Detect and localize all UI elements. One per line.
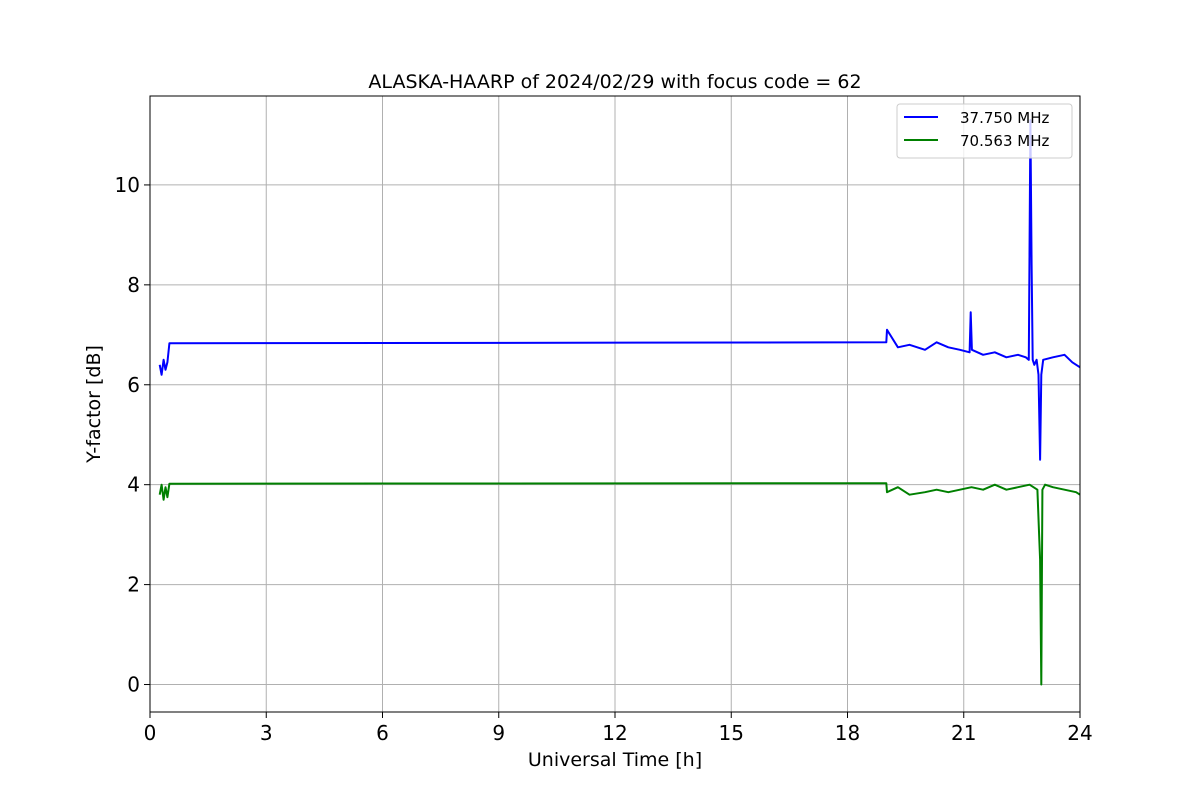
x-tick-label: 12 [602,721,627,745]
series-layer [158,119,1080,686]
legend-label-70-563: 70.563 MHz [960,132,1049,150]
x-tick-label: 0 [144,721,157,745]
y-tick-label: 2 [127,573,140,597]
series-line-37-750-mhz [158,119,1080,461]
x-tick-label: 21 [951,721,976,745]
series-line-70-563-mhz [158,482,1080,686]
legend: 37.750 MHz 70.563 MHz [896,103,1073,159]
x-tick-label: 3 [260,721,273,745]
y-tick-label: 4 [127,473,140,497]
y-tick-label: 10 [115,173,140,197]
plot-frame [149,95,1081,713]
x-tick-label: 18 [835,721,860,745]
x-tick-label: 6 [376,721,389,745]
y-tick-label: 0 [127,673,140,697]
x-axis-label: Universal Time [h] [528,749,702,771]
y-tick-label: 6 [127,373,140,397]
y-tick-label: 8 [127,273,140,297]
x-tick-label: 15 [719,721,744,745]
legend-box [896,103,1073,159]
x-tick-label: 9 [492,721,505,745]
legend-label-37-750: 37.750 MHz [960,109,1049,127]
chart-title: ALASKA-HAARP of 2024/02/29 with focus co… [368,71,861,93]
x-tick-label: 24 [1067,721,1092,745]
y-axis-label: Y-factor [dB] [83,345,105,464]
